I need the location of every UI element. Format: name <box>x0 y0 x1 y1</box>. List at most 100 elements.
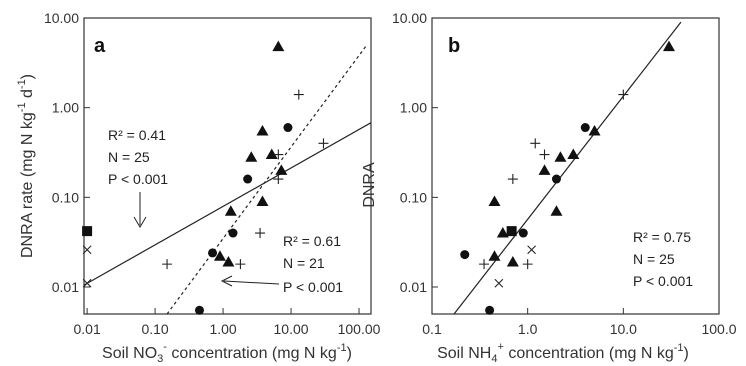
data-point-triangle <box>554 151 567 162</box>
panel-a-annotation-2-arrowhead <box>220 275 233 287</box>
panel-a: a 0.01 0.10 1.00 10.00 0.01 0.10 1.00 10.00 100… <box>16 10 381 365</box>
data-point-circle <box>283 123 293 133</box>
data-point-circle <box>228 228 238 238</box>
data-point-circle <box>243 174 253 184</box>
y-tick-label: 0.01 <box>400 279 427 295</box>
panel-b: b 0.01 0.10 1.00 10.00 0.1 1.0 10.0 100.0 R² =… <box>361 10 737 365</box>
y-tick-label: 0.01 <box>52 279 79 295</box>
data-point-plus <box>507 174 518 185</box>
data-point-plus <box>539 149 550 160</box>
data-point-plus <box>618 89 629 100</box>
x-tick-label: 0.01 <box>73 321 100 337</box>
x-tick-label: 10.00 <box>274 321 309 337</box>
panel-a-x-ticks: 0.01 0.10 1.00 10.00 100.00 <box>73 308 381 337</box>
panel-b-frame <box>431 17 720 315</box>
y-tick-label: 10.00 <box>392 10 427 26</box>
data-point-triangle <box>496 227 509 238</box>
data-point-circle <box>518 228 528 238</box>
panel-a-annotation-2: R² = 0.61 N = 21 P < 0.001 <box>220 233 343 295</box>
data-point-circle <box>194 305 204 315</box>
panel-a-annotation-2-line-1: R² = 0.61 <box>283 233 341 249</box>
data-point-triangle <box>272 40 285 52</box>
data-point-triangle <box>488 195 501 206</box>
panel-a-frame <box>83 17 372 315</box>
x-tick-label: 0.1 <box>422 321 442 337</box>
data-point-cross <box>82 278 92 288</box>
panel-b-annotation-1-line-2: N = 25 <box>633 251 675 267</box>
panel-b-annotation-1-line-3: P < 0.001 <box>633 273 693 289</box>
panel-a-annotation-2-line-3: P < 0.001 <box>283 279 343 295</box>
panel-a-x-axis-label: Soil NO3- concentration (mg N kg-1) <box>102 341 352 365</box>
data-point-triangle <box>550 205 563 216</box>
data-point-circle <box>580 123 590 133</box>
data-point-plus <box>318 138 329 149</box>
panel-b-x-ticks: 0.1 1.0 10.0 100.0 <box>422 308 737 337</box>
panel-a-annotation-1: R² = 0.41 N = 25 P < 0.001 <box>108 127 168 228</box>
data-point-square <box>506 226 517 237</box>
data-point-triangle <box>213 250 226 261</box>
data-point-triangle <box>256 195 269 206</box>
panel-a-y-axis-label: DNRA rate (mg N kg-1 d-1) <box>16 74 36 258</box>
panel-a-annotation-2-arrow <box>223 280 280 285</box>
data-point-triangle <box>265 148 278 160</box>
data-point-square <box>82 226 93 237</box>
y-tick-label: 1.00 <box>52 100 79 116</box>
data-point-circle <box>485 305 495 315</box>
x-tick-label: 100.00 <box>338 321 381 337</box>
data-point-plus <box>273 174 284 185</box>
data-point-circle <box>551 174 561 184</box>
data-point-triangle <box>245 151 258 162</box>
panel-a-annotation-1-arrowhead <box>133 216 147 228</box>
data-point-plus <box>162 259 173 270</box>
panel-a-points <box>82 40 329 315</box>
x-tick-label: 1.00 <box>209 321 236 337</box>
x-tick-label: 10.0 <box>610 321 637 337</box>
data-point-plus <box>479 259 490 270</box>
panel-a-annotation-2-line-2: N = 21 <box>283 255 325 271</box>
data-point-triangle <box>488 250 501 261</box>
data-point-cross <box>494 278 504 288</box>
fit-line-solid <box>83 122 372 286</box>
panel-b-fit-lines <box>453 21 682 315</box>
panel-a-y-ticks: 0.01 0.10 1.00 10.00 <box>44 10 90 295</box>
panel-b-y-ticks: 0.01 0.10 1.00 10.00 <box>392 10 438 295</box>
fit-line-solid <box>453 21 682 315</box>
panel-b-letter: b <box>448 35 460 57</box>
x-tick-label: 100.0 <box>701 321 736 337</box>
data-point-triangle <box>224 205 237 216</box>
panel-a-annotation-1-line-2: N = 25 <box>108 149 150 165</box>
panel-b-annotation-1: R² = 0.75 N = 25 P < 0.001 <box>633 229 693 289</box>
data-point-triangle <box>256 124 269 136</box>
panel-a-letter: a <box>94 35 106 57</box>
fit-line-dashed <box>166 46 367 315</box>
data-point-plus <box>235 259 246 270</box>
panel-b-annotation-1-line-1: R² = 0.75 <box>633 229 691 245</box>
data-point-triangle <box>538 164 551 175</box>
data-point-plus <box>522 259 533 270</box>
data-point-cross <box>527 245 537 255</box>
panel-b-points <box>460 40 675 315</box>
data-point-triangle <box>222 256 235 267</box>
data-point-triangle <box>567 148 580 160</box>
panel-a-annotation-1-line-1: R² = 0.41 <box>108 127 166 143</box>
data-point-circle <box>208 248 218 258</box>
x-tick-label: 1.0 <box>518 321 538 337</box>
y-tick-label: 10.00 <box>44 10 79 26</box>
data-point-plus <box>530 138 541 149</box>
panel-b-x-axis-label: Soil NH4+ concentration (mg N kg-1) <box>437 341 689 365</box>
data-point-triangle <box>506 256 519 267</box>
data-point-plus <box>273 149 284 160</box>
data-point-triangle <box>588 124 601 136</box>
data-point-triangle <box>662 40 675 52</box>
panel-a-fit-lines <box>83 46 372 315</box>
panel-a-annotation-1-line-3: P < 0.001 <box>108 171 168 187</box>
data-point-triangle <box>275 164 288 175</box>
data-point-circle <box>460 250 470 260</box>
data-point-plus <box>293 89 304 100</box>
panel-b-y-axis-label: DNRA <box>361 162 378 208</box>
y-tick-label: 1.00 <box>400 100 427 116</box>
data-point-cross <box>82 245 92 255</box>
x-tick-label: 0.10 <box>141 321 168 337</box>
data-point-plus <box>255 228 266 239</box>
